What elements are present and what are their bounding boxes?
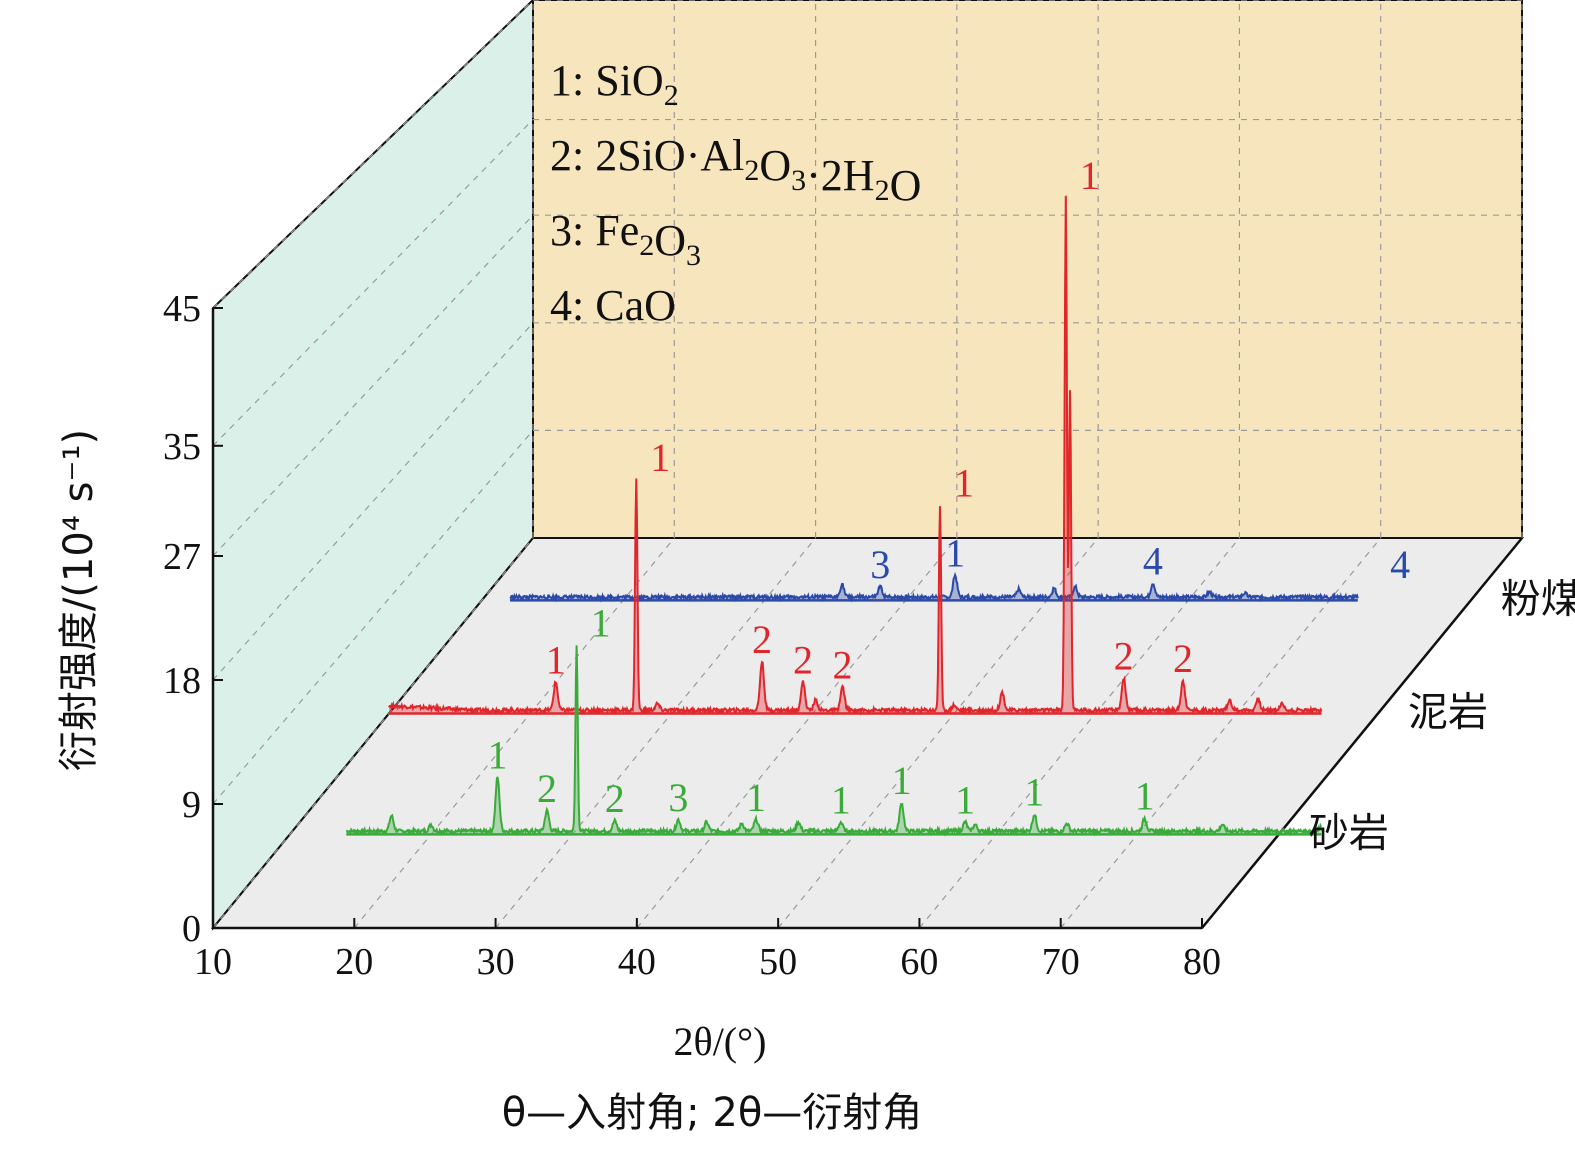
peak-label: 1 (591, 601, 611, 646)
x-tick-label: 70 (1042, 941, 1080, 983)
side-gridline-y (212, 430, 534, 805)
side-gridline-y (212, 0, 534, 309)
legend-text-part: 2 (639, 229, 654, 262)
series-name-label: 泥岩 (1408, 690, 1488, 736)
floor-gridline-x (495, 537, 817, 929)
legend-text-part: O (759, 141, 791, 190)
y-tick-label: 35 (163, 426, 201, 468)
legend-entry: 1: SiO2 (550, 56, 679, 112)
legend-entry: 4: CaO (550, 281, 676, 330)
x-tick-label: 30 (477, 941, 515, 983)
back-wall (532, 0, 1523, 539)
floor-gridline-x (212, 537, 534, 929)
peak-label: 2 (605, 776, 625, 821)
peak-label: 1 (546, 637, 566, 682)
depth-axis (1201, 537, 1523, 929)
series-line (509, 571, 1359, 603)
peak-label: 1 (831, 777, 851, 822)
peak-label: 2 (1114, 633, 1134, 678)
series-name-label: 粉煤灰 (1501, 576, 1575, 622)
x-tick-label: 40 (618, 941, 656, 983)
peak-label: 2 (793, 637, 813, 682)
peak-label: 2 (537, 766, 557, 811)
y-tick-label: 27 (163, 536, 201, 578)
peak-label: 1 (650, 435, 670, 480)
legend-text-part: 3: Fe (550, 206, 639, 255)
series-name-label: 砂岩 (1309, 810, 1389, 856)
peak-label: 2 (833, 642, 853, 687)
floor-gridline-x (1060, 537, 1382, 929)
peak-label: 4 (1390, 542, 1410, 587)
series-line (388, 195, 1323, 716)
y-tick-label: 45 (163, 288, 201, 330)
floor-gridline-x (353, 537, 675, 929)
footnote: θ—入射角; 2θ—衍射角 (502, 1090, 923, 1136)
y-axis-title: 衍射强度/(10⁴ s⁻¹) (56, 429, 102, 771)
peak-label: 4 (1143, 538, 1163, 583)
peak-label: 2 (1173, 636, 1193, 681)
side-gridline-y (212, 119, 534, 447)
peak-label: 1 (945, 531, 965, 576)
peak-label: 1 (1080, 153, 1100, 198)
peak-label: 1 (954, 460, 974, 505)
legend-text-part: O (654, 216, 686, 265)
x-tick-label: 50 (759, 941, 797, 983)
chart-axes: 10 20 30 40 50 60 70 80 0 9 18 27 35 45 (163, 288, 1523, 983)
legend-entry: 3: Fe2O3 (550, 206, 701, 272)
peak-label: 3 (668, 775, 688, 820)
x-tick-label: 20 (335, 941, 373, 983)
legend-text-part: 3 (791, 164, 806, 197)
peak-label: 1 (487, 733, 507, 778)
peak-label: 1 (892, 758, 912, 803)
side-gridline-y (212, 322, 534, 681)
legend-text-part: 2 (875, 174, 890, 207)
floor-gridline-x (918, 537, 1240, 929)
peak-label: 1 (1135, 774, 1155, 819)
y-tick-label: 9 (182, 784, 201, 826)
chart-walls (210, 0, 1525, 931)
legend-text-part: 2 (664, 79, 679, 112)
floor-gridline-x (777, 537, 1099, 929)
x-tick-label: 80 (1183, 941, 1221, 983)
chart-grid (212, 0, 1523, 929)
floor-gridline-x (636, 537, 958, 929)
side-gridline-y (212, 214, 534, 557)
legend-text-part: 2: 2SiO·Al (550, 131, 744, 180)
legend-entry: 2: 2SiO·Al2O3·2H2O (550, 131, 921, 210)
peak-label: 2 (752, 617, 772, 662)
x-tick-label: 10 (194, 941, 232, 983)
peak-label: 1 (955, 777, 975, 822)
legend-text-part: 3 (686, 239, 701, 272)
x-tick-label: 60 (900, 941, 938, 983)
peak-label: 1 (1024, 770, 1044, 815)
peak-label: 3 (870, 542, 890, 587)
y-tick-label: 18 (163, 660, 201, 702)
series-layer: 3144粉煤灰112221122泥岩12123111111砂岩 (346, 153, 1575, 856)
y-tick-label: 0 (182, 908, 201, 950)
legend-text-part: 1: SiO (550, 56, 664, 105)
series-line (346, 645, 1323, 837)
legend-text-part: 4: CaO (550, 281, 676, 330)
series-2: 3 1 4 4 粉煤灰 (509, 531, 1575, 622)
legend-text-part: O (890, 161, 922, 210)
peak-label: 1 (746, 775, 766, 820)
legend-text-part: ·2H (806, 151, 874, 200)
legend-text-part: 2 (744, 154, 759, 187)
x-axis-title: 2θ/(°) (674, 1019, 767, 1064)
